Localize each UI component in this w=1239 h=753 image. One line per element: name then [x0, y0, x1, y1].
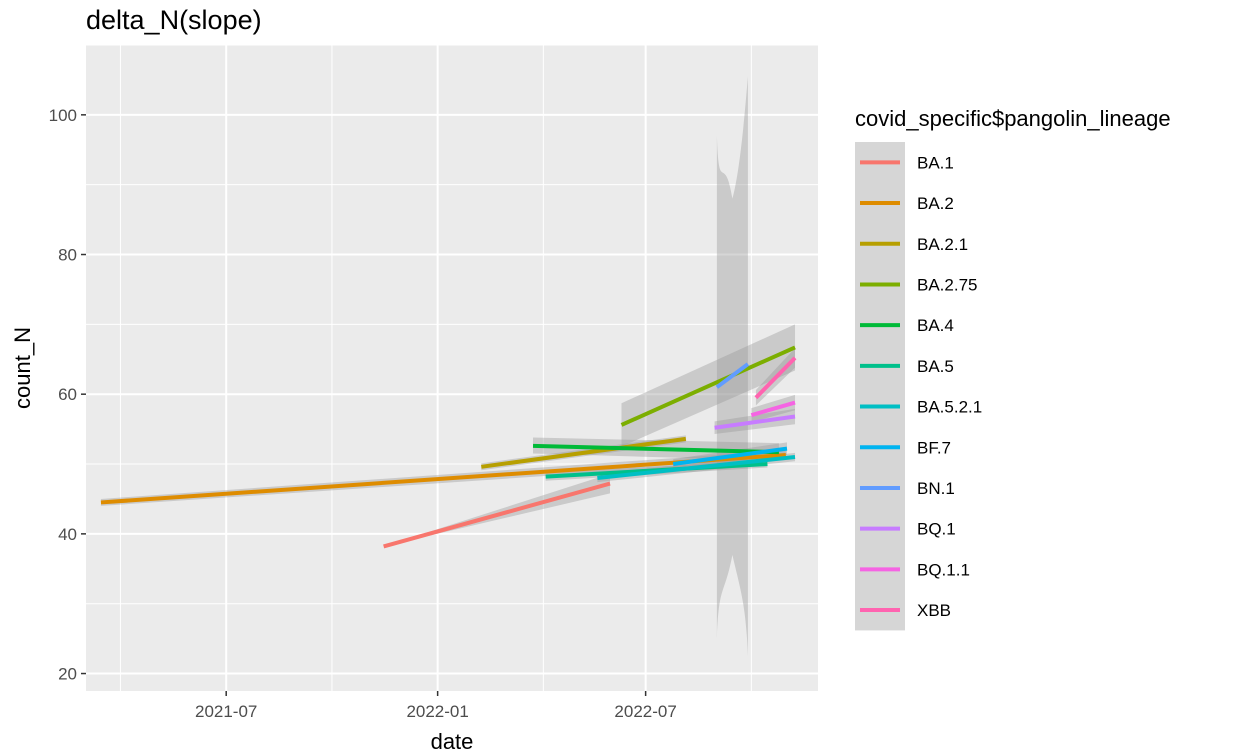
chart-title: delta_N(slope) — [86, 5, 262, 35]
legend: BA.1 BA.2 BA.2.1 BA.2.75 BA.4 BA.5 BA.5.2.1 BF.… — [855, 142, 982, 630]
legend-title: covid_specific$pangolin_lineage — [855, 106, 1171, 131]
y-tick-label: 40 — [58, 525, 77, 544]
y-tick-label: 60 — [58, 385, 77, 404]
y-axis-title: count_N — [10, 327, 35, 409]
y-tick-label: 80 — [58, 246, 77, 265]
legend-label-xbb: XBB — [917, 601, 951, 620]
x-axis: 2021-07 2022-01 2022-07 — [195, 691, 677, 721]
legend-label-bf-7: BF.7 — [917, 438, 951, 457]
y-tick-label: 20 — [58, 665, 77, 684]
legend-key-background — [855, 142, 905, 630]
x-axis-title: date — [431, 729, 474, 753]
x-tick-label: 2022-01 — [406, 702, 468, 721]
legend-label-bq-1-1: BQ.1.1 — [917, 560, 970, 579]
x-tick-label: 2021-07 — [195, 702, 257, 721]
legend-label-ba-4: BA.4 — [917, 316, 954, 335]
legend-label-ba-2-75: BA.2.75 — [917, 275, 978, 294]
legend-label-ba-2-1: BA.2.1 — [917, 235, 968, 254]
legend-label-ba-5: BA.5 — [917, 357, 954, 376]
legend-label-ba-1: BA.1 — [917, 153, 954, 172]
y-tick-label: 100 — [49, 106, 77, 125]
legend-label-ba-5-2-1: BA.5.2.1 — [917, 398, 982, 417]
x-tick-label: 2022-07 — [614, 702, 676, 721]
legend-label-ba-2: BA.2 — [917, 194, 954, 213]
y-axis: 20 40 60 80 100 — [49, 106, 86, 684]
legend-label-bq-1: BQ.1 — [917, 520, 956, 539]
legend-label-bn-1: BN.1 — [917, 479, 955, 498]
